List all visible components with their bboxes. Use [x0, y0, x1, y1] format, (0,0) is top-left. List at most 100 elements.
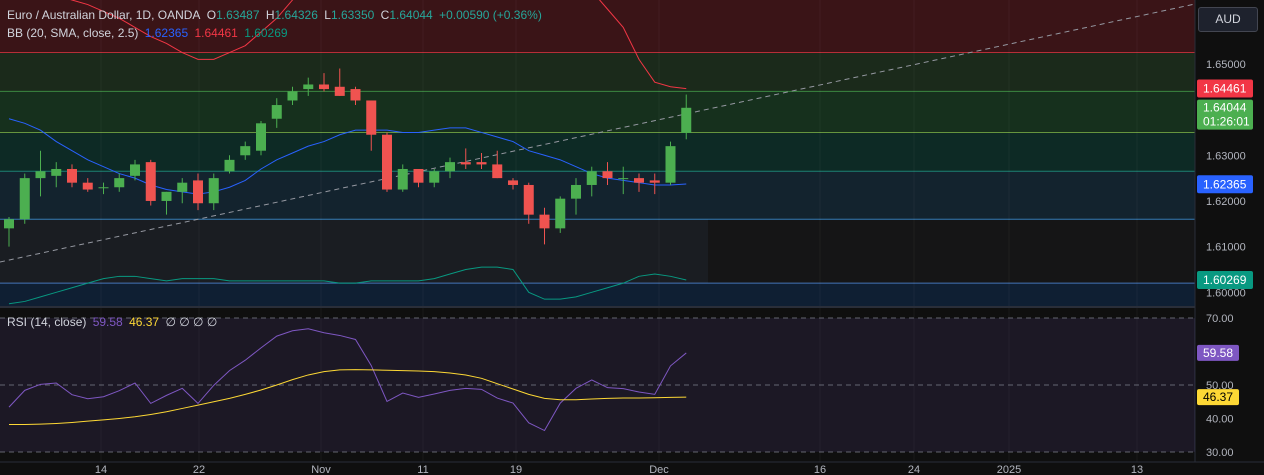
rsi-extra-values: ∅ ∅ ∅ ∅: [165, 315, 218, 329]
candle-2: [35, 150, 46, 197]
candle-14: [224, 155, 235, 174]
zone-green: [0, 91, 1195, 133]
candle-body: [98, 187, 109, 189]
candle-30: [476, 153, 487, 169]
open-value: O1.63487: [206, 8, 260, 22]
bb-legend: BB (20, SMA, close, 2.5) 1.62365 1.64461…: [7, 26, 291, 40]
candle-37: [586, 166, 597, 197]
price-tick-5: 1.65000: [1206, 59, 1246, 71]
candle-41: [649, 173, 660, 195]
time-tick-8: 2025: [997, 464, 1021, 475]
candle-body: [460, 162, 471, 165]
rsi-tick-3: 70.00: [1206, 313, 1234, 325]
low-value: L1.63350: [324, 8, 375, 22]
price-tick-3: 1.63000: [1206, 150, 1246, 162]
candle-body: [429, 171, 440, 183]
candle-28: [445, 157, 455, 179]
candle-body: [523, 184, 534, 215]
candle-body: [287, 91, 298, 101]
candle-body: [445, 162, 455, 172]
candle-35: [555, 196, 566, 233]
candle-26: [413, 168, 424, 188]
candle-body: [618, 178, 629, 180]
candle-3: [51, 162, 62, 188]
candle-body: [224, 159, 235, 172]
candle-body: [508, 180, 518, 185]
candle-22: [350, 86, 361, 106]
candle-body: [334, 86, 345, 96]
candle-body: [319, 84, 329, 90]
basis-tag-bg: [1197, 175, 1253, 194]
candle-body: [476, 162, 487, 165]
bb-basis-line: [8, 118, 687, 195]
candle-33: [523, 182, 534, 224]
candle-31: [492, 150, 503, 179]
bb-title[interactable]: BB (20, SMA, close, 2.5): [7, 26, 139, 40]
candle-body: [82, 182, 93, 190]
candle-body: [67, 168, 77, 183]
candle-body: [161, 191, 172, 201]
price-tick-1: 1.61000: [1206, 242, 1246, 254]
time-tick-9: 13: [1131, 464, 1143, 475]
rsi-value-tag-text: 59.58: [1203, 346, 1233, 360]
candle-body: [382, 134, 392, 190]
candle-34: [539, 207, 550, 245]
candle-21: [334, 68, 345, 96]
candle-16: [256, 121, 266, 156]
rsi-legend: RSI (14, close) 59.58 46.37 ∅ ∅ ∅ ∅: [7, 315, 220, 329]
bb-lower-value: 1.60269: [244, 26, 288, 40]
price-tick-2: 1.62000: [1206, 196, 1246, 208]
candle-43: [681, 94, 692, 140]
bb-upper-line: [70, 0, 687, 90]
rsi-title[interactable]: RSI (14, close): [7, 315, 87, 329]
candle-body: [177, 182, 188, 192]
candle-7: [114, 173, 125, 192]
candle-body: [649, 180, 660, 183]
candle-body: [35, 171, 46, 179]
candle-body: [665, 146, 676, 183]
candle-body: [51, 168, 62, 176]
candle-body: [303, 84, 314, 90]
candle-body: [555, 198, 566, 229]
candle-27: [429, 168, 440, 188]
candle-body: [681, 107, 692, 133]
candle-body: [19, 178, 30, 220]
zone-blue: [0, 171, 1195, 220]
candle-6: [98, 182, 109, 195]
rsi-ma-tag-text: 46.37: [1203, 390, 1233, 404]
candle-36: [571, 178, 581, 215]
candle-19: [303, 77, 314, 96]
zone-navy: [0, 283, 1195, 306]
rsi-value: 59.58: [92, 315, 123, 329]
last-price-tag-countdown: 01:26:01: [1203, 115, 1250, 129]
zone-future: [708, 219, 1195, 284]
candle-body: [114, 178, 125, 188]
candle-9: [145, 159, 156, 206]
candle-body: [271, 105, 282, 119]
candle-23: [366, 100, 377, 151]
zone-red: [0, 0, 1195, 53]
candle-body: [130, 164, 140, 176]
bb-basis-value: 1.62365: [144, 26, 189, 40]
candle-body: [492, 164, 503, 179]
time-tick-1: 22: [193, 464, 205, 475]
candle-20: [319, 73, 329, 92]
symbol-title[interactable]: Euro / Australian Dollar, 1D, OANDA: [7, 8, 201, 22]
candle-body: [366, 100, 377, 135]
candle-11: [177, 178, 188, 204]
time-tick-5: Dec: [649, 464, 669, 475]
time-tick-0: 14: [95, 464, 107, 475]
candle-body: [413, 168, 424, 183]
candle-body: [240, 146, 251, 156]
candle-17: [271, 98, 282, 128]
candle-12: [193, 173, 203, 211]
last-price-tag-bg: [1197, 99, 1253, 130]
main-legend: Euro / Australian Dollar, 1D, OANDA O1.6…: [7, 8, 545, 22]
rsi-ma-value: 46.37: [129, 315, 160, 329]
currency-button[interactable]: AUD: [1198, 7, 1258, 32]
candle-8: [130, 159, 140, 181]
change-value: +0.00590 (+0.36%): [439, 8, 542, 22]
candle-5: [82, 178, 93, 192]
lower-band-tag: 1.60269: [1197, 271, 1253, 290]
